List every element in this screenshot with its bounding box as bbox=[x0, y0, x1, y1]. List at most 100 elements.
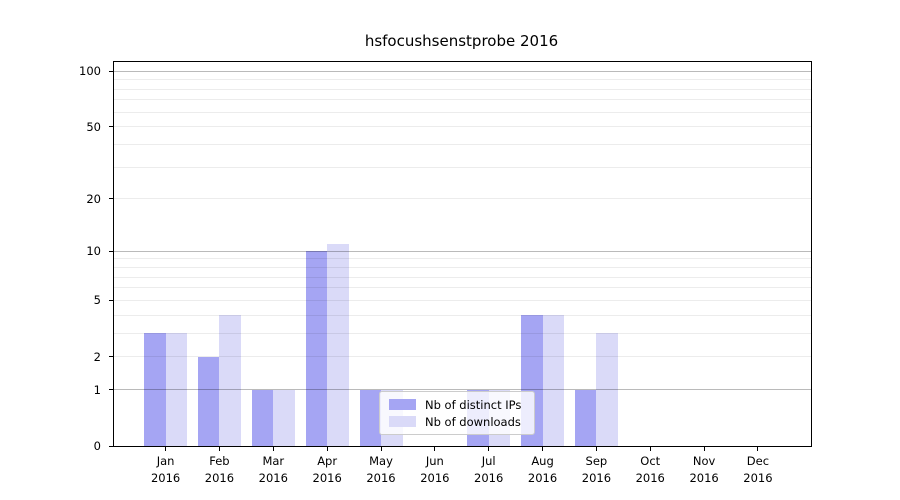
gridline-minor bbox=[114, 99, 811, 101]
gridline-minor bbox=[114, 314, 811, 316]
legend-label-distinct-ips: Nb of distinct IPs bbox=[425, 397, 522, 412]
y-tick-mark bbox=[109, 250, 114, 252]
x-tick-mark bbox=[434, 446, 436, 451]
bar-distinct-ips bbox=[359, 389, 381, 446]
x-tick-month: May bbox=[369, 454, 393, 468]
x-tick-label: Mar 2016 bbox=[246, 453, 300, 486]
gridline-minor bbox=[114, 111, 811, 113]
x-tick-year: 2016 bbox=[258, 470, 288, 485]
x-tick-year: 2016 bbox=[366, 470, 396, 485]
x-tick-mark bbox=[165, 446, 167, 451]
x-tick-year: 2016 bbox=[635, 470, 665, 485]
y-tick-label: 50 bbox=[86, 119, 101, 134]
x-tick-year: 2016 bbox=[581, 470, 612, 485]
x-tick-mark bbox=[595, 446, 597, 451]
x-tick-label: Jan 2016 bbox=[139, 453, 193, 486]
x-tick-month: Mar bbox=[262, 454, 285, 468]
x-tick-mark bbox=[488, 446, 490, 451]
y-tick-label: 0 bbox=[93, 439, 101, 453]
bar-downloads bbox=[273, 389, 295, 446]
y-tick-mark bbox=[109, 299, 114, 301]
x-tick-year: 2016 bbox=[743, 470, 773, 485]
x-tick-year: 2016 bbox=[689, 470, 719, 485]
y-tick-label: 100 bbox=[79, 64, 101, 79]
x-tick-year: 2016 bbox=[527, 470, 558, 485]
y-tick-mark bbox=[109, 70, 114, 72]
x-tick-month: Jan bbox=[156, 454, 175, 468]
gridline-minor bbox=[114, 126, 811, 128]
legend-swatch-downloads bbox=[389, 416, 416, 427]
y-tick-label: 2 bbox=[93, 349, 101, 364]
y-tick-mark bbox=[109, 389, 114, 391]
chart-title: hsfocushsenstprobe 2016 bbox=[364, 32, 559, 50]
legend-item-distinct-ips: Nb of distinct IPs bbox=[389, 398, 525, 412]
x-tick-label: Jun 2016 bbox=[408, 453, 462, 486]
x-tick-year: 2016 bbox=[204, 470, 235, 485]
x-tick-mark bbox=[542, 446, 544, 451]
y-tick-label: 10 bbox=[86, 244, 101, 259]
gridline-minor bbox=[114, 166, 811, 168]
bar-downloads bbox=[219, 315, 241, 446]
x-tick-month: Jun bbox=[425, 454, 444, 468]
x-tick-month: Oct bbox=[640, 454, 661, 468]
x-tick-month: Dec bbox=[746, 454, 770, 468]
x-tick-mark bbox=[272, 446, 274, 451]
y-tick-label: 1 bbox=[93, 382, 101, 397]
y-tick-mark bbox=[109, 356, 114, 358]
x-tick-year: 2016 bbox=[474, 470, 504, 485]
bar-distinct-ips bbox=[144, 333, 166, 446]
x-tick-mark bbox=[703, 446, 705, 451]
x-tick-month: Sep bbox=[585, 454, 608, 468]
gridline-minor bbox=[114, 276, 811, 278]
x-tick-month: Aug bbox=[531, 454, 554, 468]
x-tick-label: Sep 2016 bbox=[569, 453, 623, 486]
x-tick-month: Nov bbox=[692, 454, 716, 468]
x-tick-label: Aug 2016 bbox=[516, 453, 570, 486]
x-tick-month: Apr bbox=[317, 454, 338, 468]
bar-downloads bbox=[542, 315, 565, 446]
x-tick-mark bbox=[757, 446, 759, 451]
x-tick-label: Apr 2016 bbox=[300, 453, 354, 486]
legend-label-downloads: Nb of downloads bbox=[425, 414, 521, 429]
x-tick-label: Oct 2016 bbox=[623, 453, 677, 486]
y-tick-mark bbox=[109, 445, 114, 447]
x-tick-label: Jul 2016 bbox=[462, 453, 516, 486]
x-tick-year: 2016 bbox=[150, 470, 181, 485]
gridline-major bbox=[114, 70, 811, 72]
gridline-minor bbox=[114, 356, 811, 358]
bar-distinct-ips bbox=[574, 389, 597, 446]
x-tick-label: Nov 2016 bbox=[677, 453, 731, 486]
gridline-minor bbox=[114, 287, 811, 289]
gridline-minor bbox=[114, 88, 811, 90]
x-tick-mark bbox=[218, 446, 220, 451]
x-tick-mark bbox=[649, 446, 651, 451]
x-tick-month: Jul bbox=[481, 454, 496, 468]
gridline-minor bbox=[114, 299, 811, 301]
bar-distinct-ips bbox=[305, 251, 328, 446]
x-tick-month: Feb bbox=[209, 454, 230, 468]
gridline-minor bbox=[114, 258, 811, 260]
y-tick-label: 5 bbox=[93, 293, 101, 308]
gridline-major bbox=[114, 250, 811, 252]
bar-distinct-ips bbox=[197, 356, 220, 446]
y-tick-mark bbox=[109, 198, 114, 200]
y-tick-mark bbox=[109, 126, 114, 128]
x-tick-year: 2016 bbox=[312, 470, 342, 485]
gridline-minor bbox=[114, 332, 811, 334]
bar-downloads bbox=[327, 244, 349, 446]
x-tick-label: May 2016 bbox=[354, 453, 408, 486]
bar-downloads bbox=[596, 333, 618, 446]
legend-swatch-distinct-ips bbox=[389, 399, 416, 410]
x-tick-year: 2016 bbox=[420, 470, 450, 485]
x-tick-label: Feb 2016 bbox=[192, 453, 246, 486]
bar-downloads bbox=[165, 333, 188, 446]
x-tick-label: Dec 2016 bbox=[731, 453, 785, 486]
legend: Nb of distinct IPs Nb of downloads bbox=[379, 391, 535, 435]
bar-distinct-ips bbox=[251, 389, 274, 446]
plot-area: 0 1 2 5 10 20 50 100 Jan 2016 Feb 2016 Mar 2016 Apr 201… bbox=[79, 61, 812, 485]
gridline-minor bbox=[114, 79, 811, 81]
legend-item-downloads: Nb of downloads bbox=[389, 415, 525, 429]
y-tick-label: 20 bbox=[86, 191, 101, 206]
x-tick-mark bbox=[326, 446, 328, 451]
gridline-minor bbox=[114, 143, 811, 145]
